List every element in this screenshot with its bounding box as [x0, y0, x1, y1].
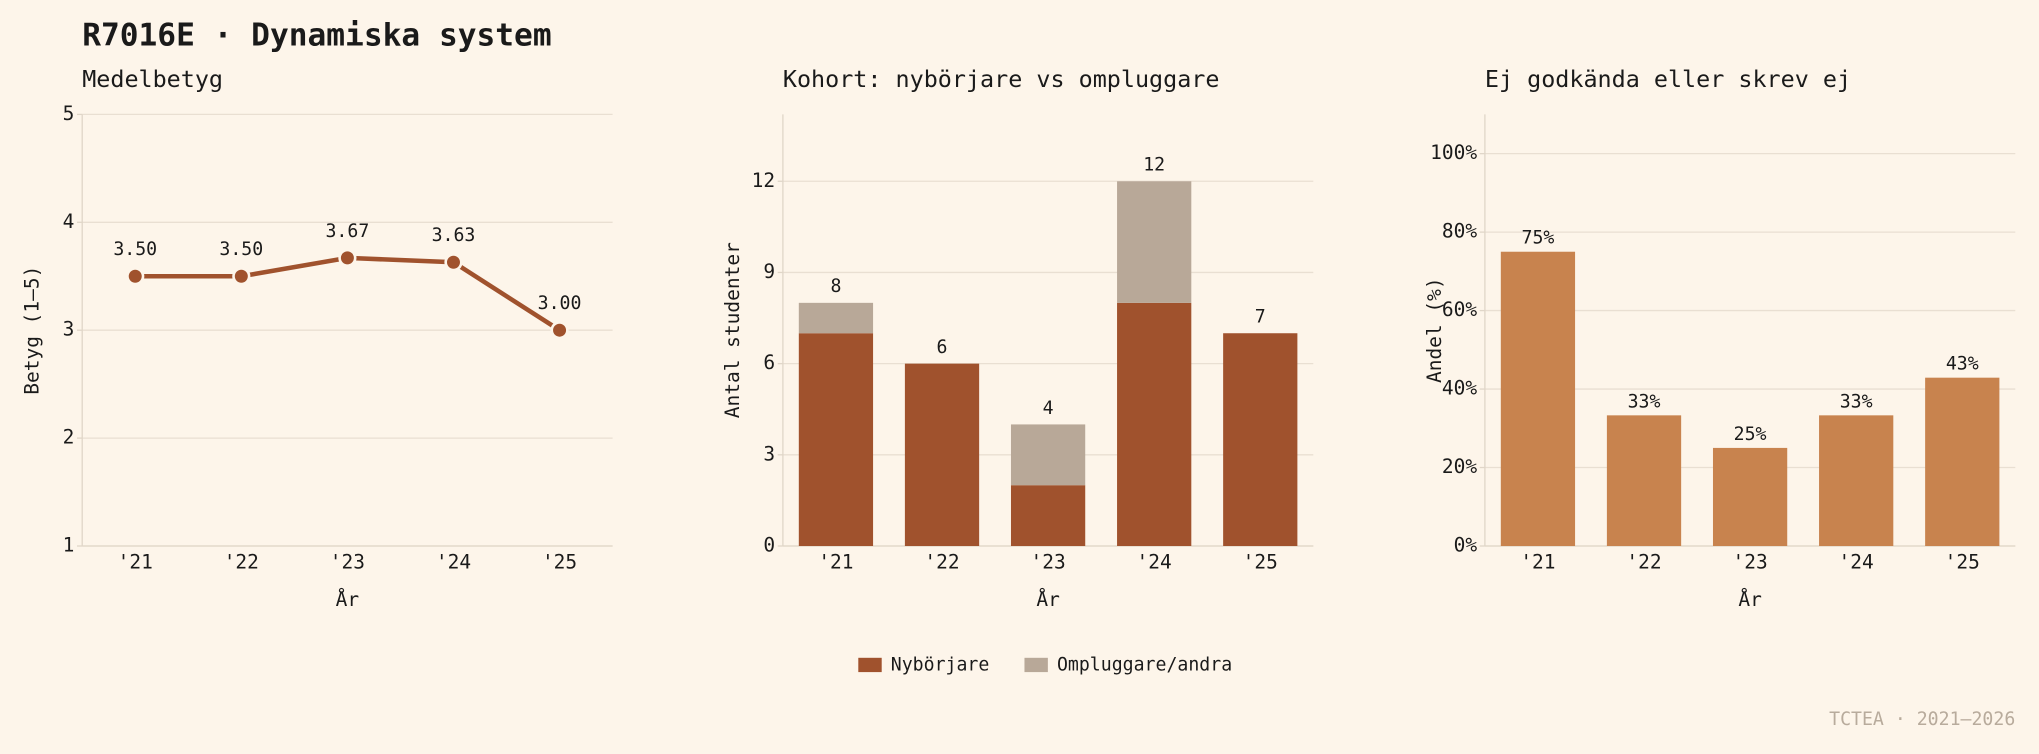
bar	[1712, 447, 1788, 546]
bar-segment	[904, 363, 980, 546]
y-axis-label: Andel (%)	[1423, 277, 1446, 383]
x-tick-label: '21	[1520, 550, 1555, 573]
value-label: 33%	[1840, 391, 1873, 412]
bar-segment	[798, 302, 874, 334]
point	[444, 253, 463, 272]
y-tick-label: 12	[752, 169, 775, 192]
x-tick-label: '25	[1243, 550, 1278, 573]
value-label: 3.63	[432, 225, 476, 246]
bar-segment	[798, 333, 874, 546]
x-tick-label: '23	[1732, 550, 1767, 573]
x-tick-label: '22	[1626, 550, 1661, 573]
value-label: 25%	[1734, 424, 1767, 445]
point	[338, 248, 357, 268]
total-label: 4	[1043, 398, 1054, 419]
y-tick-label: 0%	[1454, 534, 1478, 557]
y-tick-label: 0	[763, 534, 775, 557]
x-tick-label: '21	[818, 550, 853, 573]
x-tick-label: '23	[1030, 550, 1065, 573]
chart-title: Ej godkända eller skrev ej	[1485, 65, 1851, 93]
y-tick-label: 6	[763, 351, 775, 374]
point	[232, 267, 251, 286]
bar-segment	[1010, 485, 1086, 546]
value-label: 3.00	[538, 293, 582, 314]
y-tick-label: 80%	[1442, 220, 1477, 243]
x-tick-label: '24	[436, 550, 471, 573]
y-tick-label: 2	[63, 426, 75, 449]
value-label: 43%	[1946, 354, 1979, 375]
total-label: 8	[830, 276, 841, 297]
bar	[1819, 415, 1894, 546]
legend-swatch	[858, 657, 882, 673]
bar	[1606, 415, 1682, 546]
x-tick-label: '25	[1945, 550, 1980, 573]
total-label: 12	[1143, 155, 1165, 176]
x-tick-label: '24	[1839, 550, 1874, 573]
y-tick-label: 1	[63, 534, 75, 557]
x-tick-label: '22	[924, 550, 959, 573]
x-axis-label: År	[1036, 588, 1059, 611]
y-tick-label: 100%	[1430, 141, 1477, 164]
x-tick-label: '22	[224, 550, 259, 573]
x-tick-label: '24	[1137, 550, 1172, 573]
page-title: R7016E · Dynamiska system	[82, 17, 551, 53]
x-tick-label: '23	[330, 550, 365, 573]
legend-label: Ompluggare/andra	[1057, 655, 1232, 676]
legend-label: Nybörjare	[891, 655, 990, 676]
point	[550, 321, 569, 340]
bar-segment	[1117, 181, 1192, 303]
value-label: 3.50	[113, 239, 157, 260]
y-axis-label: Antal studenter	[721, 242, 744, 418]
value-label: 3.50	[219, 239, 263, 260]
bar-segment	[1223, 333, 1298, 546]
y-tick-label: 3	[63, 318, 75, 341]
y-axis-label: Betyg (1–5)	[20, 266, 43, 395]
y-tick-label: 20%	[1442, 455, 1477, 478]
value-label: 33%	[1628, 391, 1661, 412]
y-tick-label: 3	[763, 442, 775, 465]
point	[126, 267, 145, 286]
bar	[1500, 251, 1576, 546]
y-tick-label: 5	[63, 102, 75, 125]
x-axis-label: År	[336, 588, 359, 611]
value-label: 75%	[1522, 228, 1555, 249]
y-tick-label: 4	[63, 210, 75, 233]
x-tick-label: '25	[542, 550, 577, 573]
x-tick-label: '21	[118, 550, 153, 573]
chart-title: Kohort: nybörjare vs ompluggare	[783, 65, 1220, 93]
footer: TCTEA · 2021–2026	[1829, 709, 2015, 730]
value-label: 3.67	[325, 221, 369, 242]
y-tick-label: 9	[763, 260, 775, 283]
y-tick-label: 40%	[1442, 377, 1477, 400]
x-axis-label: År	[1738, 588, 1761, 611]
total-label: 6	[937, 337, 948, 358]
bar	[1925, 377, 2000, 546]
bar-segment	[1117, 302, 1192, 546]
bar-segment	[1010, 424, 1086, 486]
legend-swatch	[1024, 657, 1048, 673]
chart-title: Medelbetyg	[82, 65, 223, 93]
total-label: 7	[1255, 307, 1266, 328]
y-tick-label: 60%	[1442, 298, 1477, 321]
